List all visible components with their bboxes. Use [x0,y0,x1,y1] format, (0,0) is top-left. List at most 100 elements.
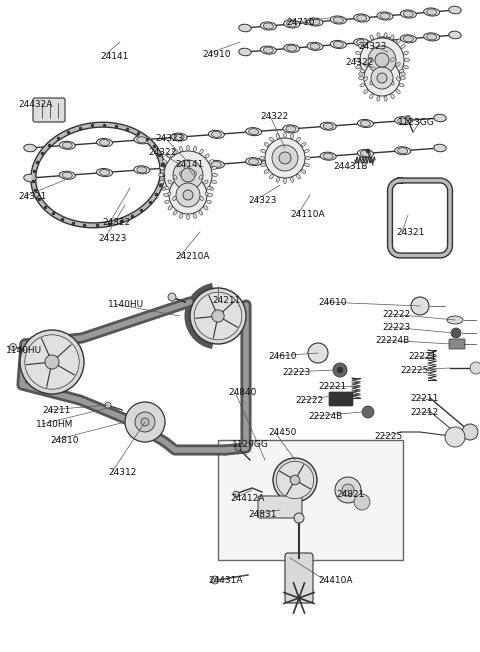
Ellipse shape [364,77,368,81]
Text: 24323: 24323 [155,134,183,143]
Ellipse shape [323,123,333,129]
Text: 24141: 24141 [100,52,128,61]
Ellipse shape [356,52,360,55]
Ellipse shape [427,34,437,40]
Ellipse shape [137,137,147,143]
Ellipse shape [162,186,167,190]
Ellipse shape [396,39,400,43]
Circle shape [212,310,224,322]
Ellipse shape [270,137,274,141]
Ellipse shape [449,31,461,38]
Text: 22211: 22211 [410,394,438,403]
Ellipse shape [286,126,296,132]
Ellipse shape [304,149,309,153]
Circle shape [181,168,195,182]
Circle shape [10,344,16,351]
Text: 24210A: 24210A [175,252,209,261]
Ellipse shape [301,170,306,173]
Ellipse shape [403,11,413,17]
Ellipse shape [287,21,297,27]
Ellipse shape [287,45,297,52]
Ellipse shape [400,76,406,80]
Ellipse shape [391,94,394,98]
Ellipse shape [357,15,367,21]
Ellipse shape [260,156,264,160]
Text: 24323: 24323 [98,234,126,243]
Ellipse shape [297,174,300,179]
Ellipse shape [290,134,294,138]
Ellipse shape [159,181,164,184]
Ellipse shape [358,149,373,158]
Ellipse shape [384,96,387,101]
Ellipse shape [211,161,221,168]
Circle shape [406,115,410,121]
Ellipse shape [320,152,336,160]
Ellipse shape [199,175,203,179]
Circle shape [366,149,370,153]
FancyBboxPatch shape [329,392,353,406]
Ellipse shape [180,171,183,177]
Ellipse shape [173,211,177,215]
Ellipse shape [377,12,393,20]
Ellipse shape [384,55,387,60]
Ellipse shape [358,119,373,128]
Ellipse shape [323,153,333,159]
Ellipse shape [249,158,259,165]
Ellipse shape [333,17,343,23]
Ellipse shape [399,69,404,72]
Text: 24450: 24450 [268,428,296,437]
Circle shape [451,328,461,338]
Ellipse shape [162,160,167,163]
Text: 24431B: 24431B [333,162,368,171]
Ellipse shape [384,33,387,38]
Circle shape [362,406,374,418]
Ellipse shape [261,164,265,167]
Circle shape [294,513,304,523]
Ellipse shape [359,76,363,80]
Text: 1140HU: 1140HU [108,300,144,309]
Circle shape [333,363,347,377]
Ellipse shape [171,133,187,141]
Text: 22223: 22223 [282,368,310,377]
Ellipse shape [193,199,197,203]
Ellipse shape [401,44,405,48]
Ellipse shape [167,154,171,158]
Ellipse shape [159,166,164,170]
Ellipse shape [206,200,211,203]
Ellipse shape [377,33,380,38]
Ellipse shape [404,65,408,68]
Text: 22224B: 22224B [308,412,342,421]
Ellipse shape [400,10,416,18]
Ellipse shape [377,55,380,60]
Ellipse shape [283,125,299,133]
Ellipse shape [395,147,411,155]
Ellipse shape [261,149,265,153]
Circle shape [371,67,393,89]
Ellipse shape [424,8,440,16]
Ellipse shape [396,77,400,81]
Circle shape [211,576,219,584]
Ellipse shape [187,171,190,175]
Ellipse shape [377,37,393,45]
Ellipse shape [174,164,184,170]
Ellipse shape [377,96,380,101]
Ellipse shape [173,149,176,154]
Circle shape [360,38,404,82]
Text: 24431A: 24431A [208,576,242,585]
Text: 24322: 24322 [102,218,130,227]
Ellipse shape [398,118,408,124]
Ellipse shape [168,180,172,184]
Circle shape [470,362,480,374]
Ellipse shape [447,316,463,324]
Ellipse shape [205,154,209,158]
Text: 24710: 24710 [286,18,314,27]
Ellipse shape [209,186,214,190]
Ellipse shape [330,16,346,24]
Ellipse shape [400,35,416,43]
Text: 24323: 24323 [358,42,386,51]
Circle shape [279,152,291,164]
Ellipse shape [180,147,182,151]
FancyBboxPatch shape [285,553,313,603]
Ellipse shape [165,200,169,203]
Ellipse shape [370,94,373,98]
